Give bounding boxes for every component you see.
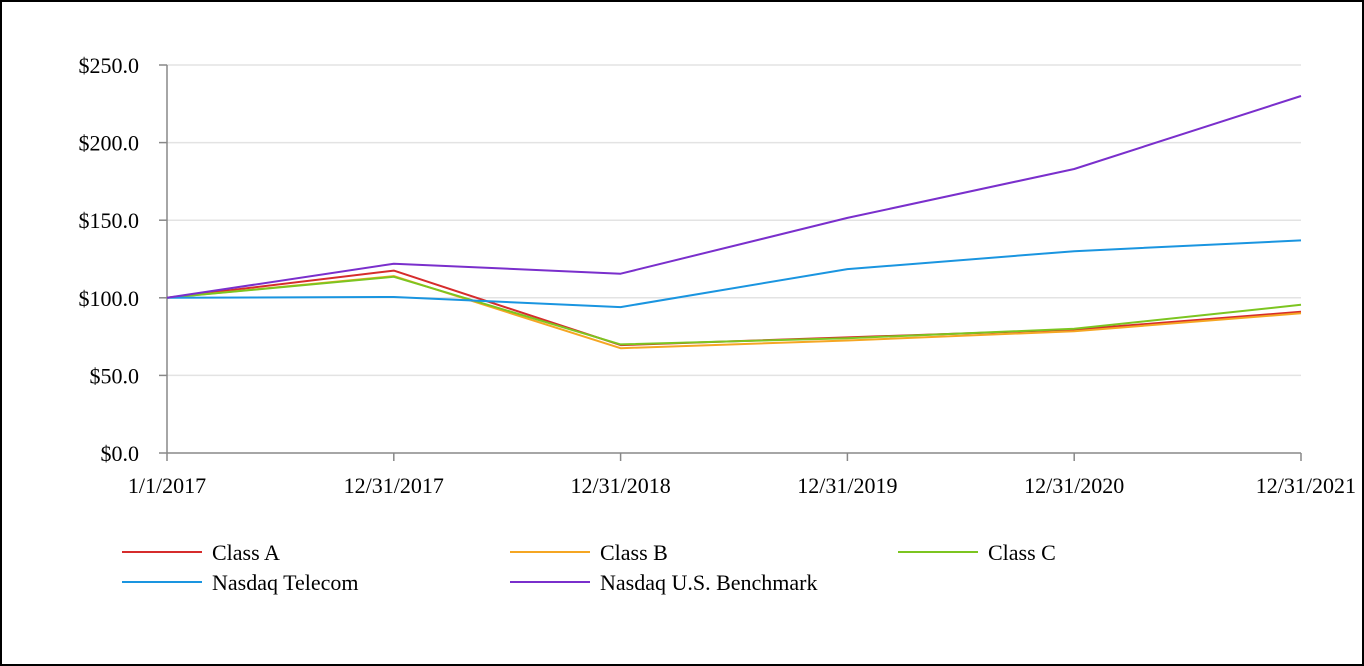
- series-line-class-c: [166, 275, 1302, 346]
- y-tick-label: $0.0: [101, 441, 140, 466]
- legend-label: Class C: [988, 540, 1056, 565]
- legend-item: Class A: [122, 540, 280, 565]
- x-tick-label: 1/1/2017: [128, 473, 206, 498]
- series-line-nasdaq-u-s-benchmark: [166, 95, 1302, 299]
- y-axis-ticks: $0.0 $50.0 $100.0 $150.0 $200.0 $250.0: [79, 53, 167, 466]
- legend-item: Class C: [898, 540, 1056, 565]
- legend: Class A Class B Class C Nasdaq Telecom Nasda…: [122, 540, 1056, 595]
- series-line-nasdaq-telecom: [166, 239, 1302, 309]
- y-tick-label: $200.0: [79, 131, 140, 156]
- y-tick-label: $100.0: [79, 286, 140, 311]
- y-tick-label: $250.0: [79, 53, 140, 78]
- legend-label: Class B: [600, 540, 668, 565]
- series-lines: [166, 95, 1302, 350]
- x-tick-label: 12/31/2020: [1024, 473, 1124, 498]
- x-tick-label: 12/31/2021: [1256, 473, 1356, 498]
- legend-label: Nasdaq U.S. Benchmark: [600, 570, 818, 595]
- series-line-class-b: [166, 275, 1302, 350]
- legend-label: Nasdaq Telecom: [212, 570, 359, 595]
- legend-label: Class A: [212, 540, 280, 565]
- x-tick-label: 12/31/2018: [570, 473, 670, 498]
- x-tick-label: 12/31/2019: [797, 473, 897, 498]
- legend-item: Class B: [510, 540, 668, 565]
- y-tick-label: $50.0: [90, 363, 140, 388]
- x-axis-ticks: 1/1/2017 12/31/2017 12/31/2018 12/31/2019 12…: [128, 453, 1356, 498]
- x-tick-label: 12/31/2017: [344, 473, 444, 498]
- legend-item: Nasdaq U.S. Benchmark: [510, 570, 818, 595]
- y-tick-label: $150.0: [79, 208, 140, 233]
- axes: [166, 65, 1301, 454]
- gridlines: [167, 64, 1301, 377]
- legend-item: Nasdaq Telecom: [122, 570, 359, 595]
